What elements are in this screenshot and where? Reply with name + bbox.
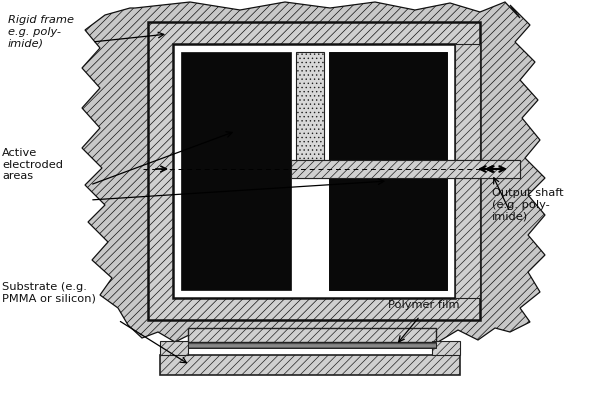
Bar <box>296 52 324 166</box>
Bar <box>148 22 480 320</box>
Bar <box>188 342 436 348</box>
Bar <box>291 160 520 178</box>
Bar <box>160 355 460 375</box>
Bar <box>329 178 447 290</box>
Polygon shape <box>82 2 545 342</box>
Bar <box>181 52 291 290</box>
Text: Output shaft
(e.g. poly-
imide): Output shaft (e.g. poly- imide) <box>492 188 564 221</box>
Bar <box>188 328 436 342</box>
Bar <box>160 341 188 355</box>
Text: Substrate (e.g.
PMMA or silicon): Substrate (e.g. PMMA or silicon) <box>2 282 96 304</box>
Bar <box>329 52 447 290</box>
Bar <box>291 160 520 178</box>
Text: Polymer film: Polymer film <box>388 300 460 310</box>
Text: Active
electroded
areas: Active electroded areas <box>2 148 63 181</box>
Bar <box>329 52 447 160</box>
Bar <box>329 160 447 178</box>
Bar <box>173 44 455 298</box>
Bar <box>455 44 480 298</box>
Text: Rigid frame
e.g. poly-
imide): Rigid frame e.g. poly- imide) <box>8 15 74 48</box>
Bar <box>432 341 460 355</box>
